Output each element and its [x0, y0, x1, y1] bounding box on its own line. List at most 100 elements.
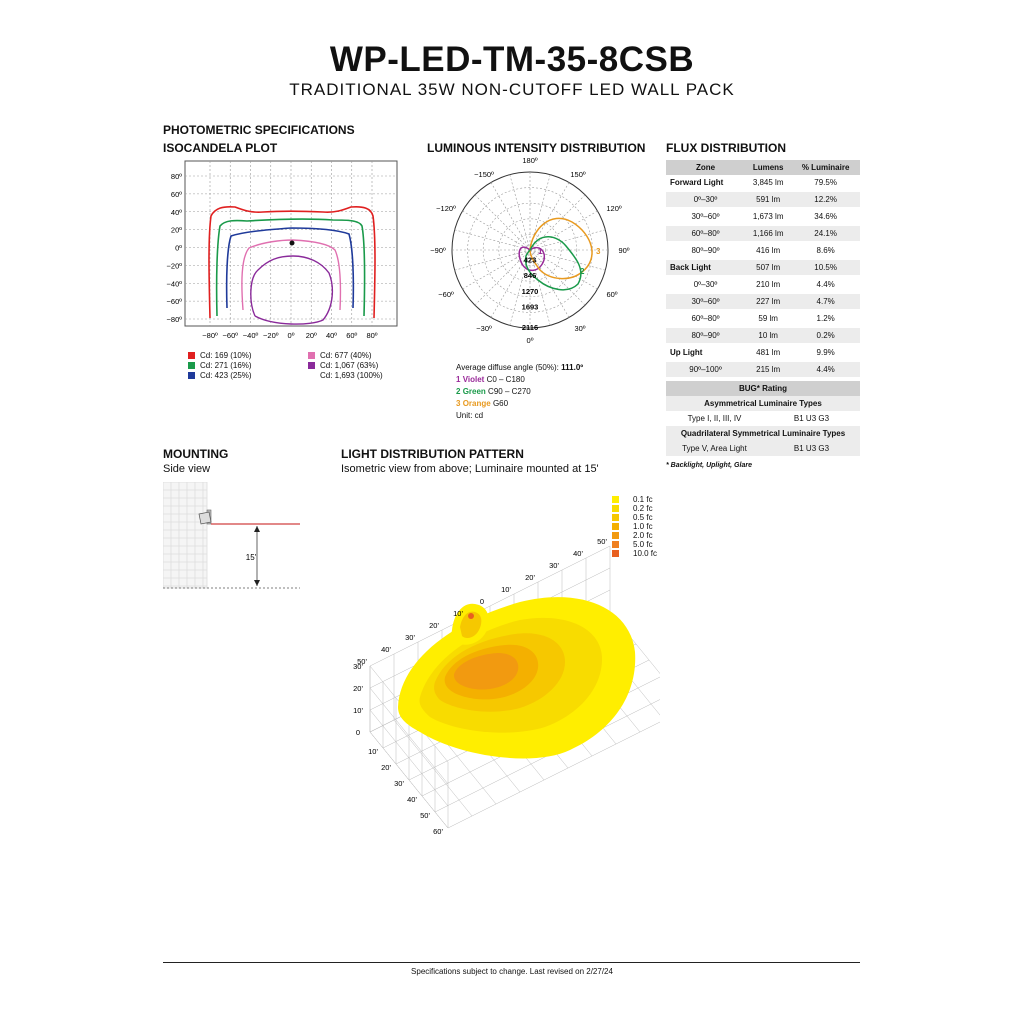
contour-1067 [250, 255, 334, 325]
iso-xtick: −80º [202, 331, 218, 340]
col-zone: Zone [666, 160, 746, 175]
quad-row: Type V, Area Light B1 U3 G3 [666, 441, 860, 456]
polar-radial-label: 1270 [522, 287, 539, 296]
polar-angle-label: 0º [527, 336, 534, 345]
polar-angle-label: 60º [606, 290, 617, 299]
footer-text: Specifications subject to change. Last r… [411, 967, 613, 976]
unit-label: Unit: cd [456, 411, 484, 420]
iso-ytick: 0º [175, 244, 182, 253]
legend-cd-1067: Cd: 1,067 (63%) [308, 361, 418, 370]
flux-table: Zone Lumens % Luminaire Forward Light 3,8… [666, 160, 860, 396]
polar-angle-label: 30º [574, 324, 585, 333]
fc-legend-item: 2.0 fc [612, 531, 657, 540]
iso-ytick: −40º [167, 279, 183, 288]
mounting-subheading: Side view [163, 463, 211, 475]
flux-row: Forward Light 3,845 lm 79.5% [666, 175, 860, 192]
polar-angle-label: −60º [438, 290, 454, 299]
iso-axis-top: 30' [549, 561, 559, 570]
iso-axis-top: 40' [573, 549, 583, 558]
fc-legend-item: 0.2 fc [612, 504, 657, 513]
iso-axis-top: 40' [381, 645, 391, 654]
bug-footnote: * Backlight, Uplight, Glare [666, 462, 752, 469]
iso-axis-top: 10' [501, 585, 511, 594]
polar-radial-label: 2116 [522, 323, 538, 332]
iso-axis-top: 20' [525, 573, 535, 582]
iso-xtick: 20º [306, 331, 317, 340]
iso-xtick: −60º [223, 331, 239, 340]
curve-label-3: 3 [596, 247, 601, 256]
iso-xtick: 40º [326, 331, 337, 340]
isocandela-legend: Cd: 169 (10%) Cd: 677 (40%) Cd: 271 (16%… [188, 351, 418, 380]
iso-axis-top: 10' [453, 609, 463, 618]
iso-xtick: −40º [243, 331, 259, 340]
iso-axis-left: 30' [353, 662, 363, 671]
col-lumens: Lumens [745, 160, 792, 175]
asym-heading: Asymmetrical Luminaire Types [666, 396, 860, 411]
flux-row: 60º–80º 59 lm 1.2% [666, 310, 860, 328]
polar-angle-label: −30º [476, 324, 492, 333]
polar-angle-label: 90º [618, 246, 629, 255]
product-subtitle: TRADITIONAL 35W NON-CUTOFF LED WALL PACK [289, 80, 735, 99]
flux-heading: FLUX DISTRIBUTION [666, 141, 786, 155]
mount-height: 15' [246, 553, 257, 562]
flux-row: 30º–60º 227 lm 4.7% [666, 293, 860, 311]
series-violet: 1 Violet C0 – C180 [456, 375, 525, 384]
fc-legend-item: 0.5 fc [612, 513, 657, 522]
legend-cd-1693: Cd: 1,693 (100%) [320, 371, 383, 380]
iso-xtick: −20º [263, 331, 279, 340]
iso-axis-bottom: 60' [433, 827, 443, 836]
polar-angle-label: 120º [606, 204, 622, 213]
flux-row: 30º–60º 1,673 lm 34.6% [666, 208, 860, 226]
iso-axis-top: 20' [429, 621, 439, 630]
footer-divider [163, 962, 860, 963]
luminous-legend: Average diffuse angle (50%): 111.0º 1 Vi… [456, 362, 583, 422]
polar-angle-label: 150º [570, 170, 586, 179]
flux-row: 60º–80º 1,166 lm 24.1% [666, 225, 860, 243]
contour-169 [208, 205, 376, 319]
fc-legend-item: 10.0 fc [612, 549, 657, 558]
flux-row: Up Light 481 lm 9.9% [666, 344, 860, 362]
polar-angle-label: −120º [436, 204, 456, 213]
fc-legend-item: 0.1 fc [612, 495, 657, 504]
iso-axis-top: 0 [480, 597, 484, 606]
fc-legend: 0.1 fc 0.2 fc 0.5 fc 1.0 fc 2.0 fc 5.0 fc 10.0… [612, 495, 657, 558]
luminous-heading: LUMINOUS INTENSITY DISTRIBUTION [427, 141, 646, 155]
iso-axis-bottom: 30' [394, 779, 404, 788]
iso-xtick: 0º [288, 331, 295, 340]
flux-row: 80º–90º 416 lm 8.6% [666, 242, 860, 260]
col-pct: % Luminaire [791, 160, 860, 175]
curve-violet [518, 246, 546, 272]
flux-row: 0º–30º 210 lm 4.4% [666, 276, 860, 294]
iso-axis-top: 50' [357, 657, 367, 666]
fc-legend-item: 5.0 fc [612, 540, 657, 549]
mounting-heading: MOUNTING [163, 447, 229, 461]
fc-legend-item: 1.0 fc [612, 522, 657, 531]
quad-heading: Quadrilateral Symmetrical Luminaire Type… [666, 426, 860, 441]
contour-271 [215, 218, 366, 317]
legend-cd-271: Cd: 271 (16%) [188, 361, 308, 370]
luminaire-position-icon [468, 613, 474, 619]
curve-green [524, 236, 582, 291]
series-orange: 3 Orange G60 [456, 399, 509, 408]
iso-xtick: 60º [346, 331, 357, 340]
iso-ytick: −20º [167, 261, 183, 270]
iso-ytick: 40º [171, 208, 182, 217]
legend-cd-677: Cd: 677 (40%) [308, 351, 418, 360]
contour-677 [241, 239, 342, 311]
iso-axis-left: 10' [353, 706, 363, 715]
iso-ytick: 20º [171, 226, 182, 235]
iso-axis-left: 0 [356, 728, 360, 737]
curve-label-2: 2 [580, 267, 585, 276]
iso-axis-bottom: 10' [368, 747, 378, 756]
bug-heading: BUG* Rating [666, 381, 860, 396]
asym-row: Type I, II, III, IV B1 U3 G3 [687, 414, 830, 423]
contour-423 [225, 227, 355, 309]
polar-angle-label: −90º [430, 246, 446, 255]
photometric-heading: PHOTOMETRIC SPECIFICATIONS [163, 123, 355, 137]
peak-marker [289, 240, 295, 246]
flux-row: 80º–90º 10 lm 0.2% [666, 327, 860, 345]
isocandela-heading: ISOCANDELA PLOT [163, 141, 278, 155]
polar-plot: 1 2 3 423 846 1270 1693 2116 180º 0º −90º 90º −1… [430, 156, 630, 345]
flux-row: Back Light 507 lm 10.5% [666, 259, 860, 277]
